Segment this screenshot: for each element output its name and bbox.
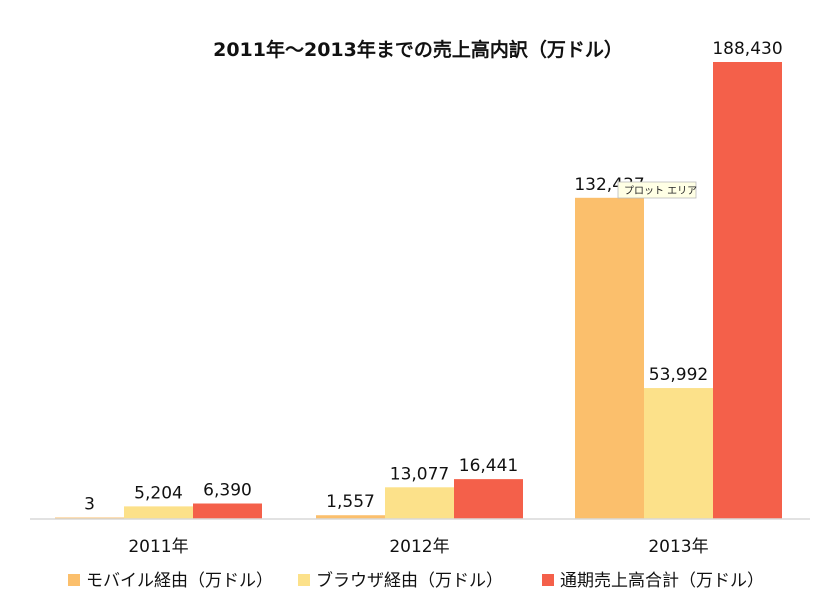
x-tick-label: 2012年: [389, 537, 449, 557]
x-tick-label: 2013年: [648, 537, 708, 557]
data-label-0-1: 5,204: [134, 483, 183, 503]
data-label-1-1: 13,077: [390, 464, 449, 484]
bar-1-0: [316, 515, 385, 519]
legend-label: モバイル経由（万ドル）: [86, 571, 273, 591]
bar-2-1: [644, 388, 713, 519]
bar-1-2: [454, 479, 523, 519]
data-label-1-2: 16,441: [459, 456, 518, 476]
legend-swatch: [68, 574, 80, 586]
legend-swatch: [298, 574, 310, 586]
plot-area-tooltip: プロット エリア: [617, 181, 697, 199]
bar-2-2: [713, 62, 782, 519]
data-label-2-2: 188,430: [712, 39, 782, 59]
legend-label: 通期売上高合計（万ドル）: [560, 571, 764, 591]
data-label-0-0: 3: [84, 495, 95, 515]
legend-swatch: [542, 574, 554, 586]
legend: モバイル経由（万ドル） ブラウザ経由（万ドル） 通期売上高合計（万ドル）: [68, 570, 764, 591]
tooltip-text: プロット エリア: [624, 185, 697, 197]
data-label-2-1: 53,992: [649, 365, 708, 385]
bar-0-2: [193, 503, 262, 519]
x-tick-label: 2011年: [128, 537, 188, 557]
bar-2-0: [575, 197, 644, 519]
chart-title: 2011年～2013年までの売上高内訳（万ドル）: [213, 38, 623, 61]
bar-1-1: [385, 487, 454, 519]
bar-0-1: [124, 506, 193, 519]
data-label-1-0: 1,557: [326, 492, 375, 512]
data-label-0-2: 6,390: [203, 481, 252, 501]
x-axis-ticks: 2011年 2012年 2013年: [128, 537, 708, 557]
legend-label: ブラウザ経由（万ドル）: [316, 570, 503, 591]
